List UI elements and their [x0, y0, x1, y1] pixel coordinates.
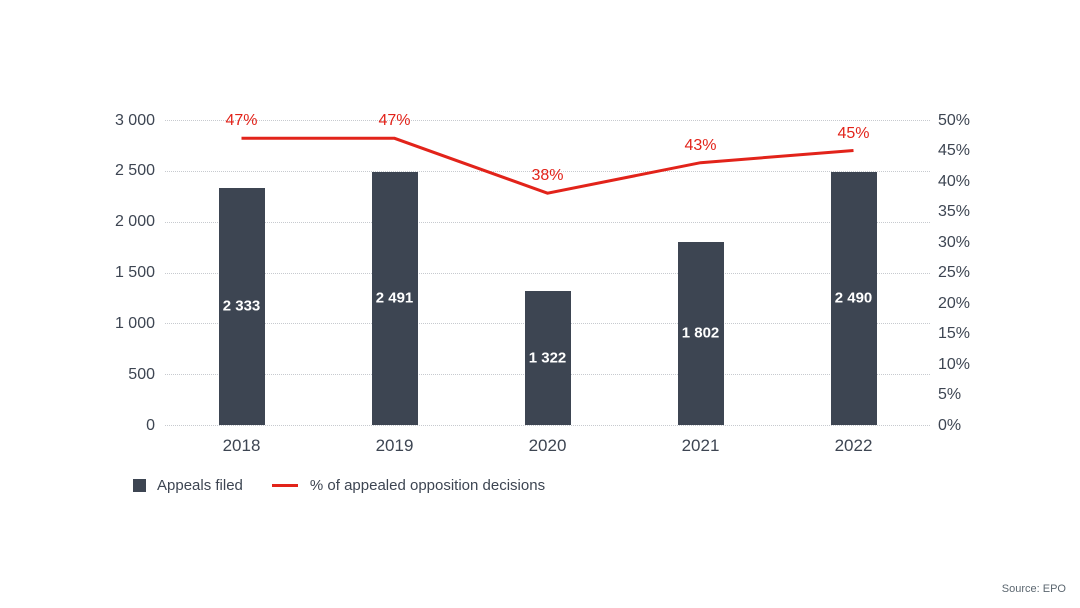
legend-label-appealed-opposition-decisions: % of appealed opposition decisions — [309, 477, 546, 494]
gridline — [165, 221, 930, 223]
y-axis-right-tick-label: 50% — [938, 111, 971, 129]
x-axis-label: 2022 — [834, 436, 873, 455]
x-axis-label: 2019 — [375, 436, 414, 455]
y-axis-right-tick-label: 10% — [938, 355, 971, 373]
source-note: Source: EPO — [1001, 583, 1066, 595]
bar — [218, 187, 265, 425]
bar-value-label: 2 491 — [375, 289, 414, 307]
line-point-label: 38% — [531, 167, 564, 185]
y-axis-left-tick-label: 1 000 — [114, 314, 155, 332]
y-axis-left-tick-label: 2 000 — [114, 213, 155, 231]
gridline — [165, 170, 930, 172]
y-axis-left-tick-label: 2 500 — [114, 162, 155, 180]
gridline — [165, 272, 930, 274]
y-axis-left-tick-label: 0 — [146, 416, 155, 434]
bar-series-swatch-icon — [133, 479, 146, 492]
bar — [371, 171, 418, 425]
gridline — [165, 425, 930, 426]
y-axis-right-tick-label: 30% — [938, 233, 971, 251]
bar-value-label: 1 322 — [528, 349, 567, 367]
y-axis-right-tick-label: 35% — [938, 203, 971, 220]
x-axis-label: 2018 — [222, 436, 261, 455]
line-point-label: 43% — [684, 136, 717, 154]
bar — [830, 171, 877, 425]
y-axis-right-tick-label: 25% — [938, 264, 971, 281]
y-axis-right-tick-label: 45% — [938, 142, 971, 159]
gridline — [165, 120, 930, 121]
y-axis-right-tick-label: 0% — [938, 416, 962, 434]
bar-value-label: 2 333 — [222, 297, 261, 315]
bar-value-label: 2 490 — [834, 289, 873, 307]
y-axis-left-tick-label: 500 — [128, 365, 155, 383]
y-axis-left-tick-label: 3 000 — [114, 111, 155, 129]
y-axis-left-tick-label: 1 500 — [114, 264, 155, 281]
y-axis-right-tick-label: 15% — [938, 325, 971, 342]
x-axis-label: 2021 — [681, 436, 720, 455]
legend: Appeals filed % of appealed opposition d… — [133, 477, 545, 494]
line-series-swatch-icon — [271, 484, 298, 487]
x-axis-label: 2020 — [528, 436, 567, 455]
y-axis-right-tick-label: 5% — [938, 386, 962, 403]
line-point-label: 47% — [378, 112, 411, 130]
legend-label-appeals-filed: Appeals filed — [157, 477, 243, 494]
bar — [524, 290, 571, 425]
y-axis-right-tick-label: 40% — [938, 172, 971, 190]
trend-line — [241, 136, 854, 195]
line-point-label: 47% — [225, 112, 258, 130]
y-axis-right-tick-label: 20% — [938, 294, 971, 312]
line-point-label: 45% — [837, 124, 870, 142]
bar — [677, 241, 724, 425]
bar-value-label: 1 802 — [681, 324, 720, 342]
